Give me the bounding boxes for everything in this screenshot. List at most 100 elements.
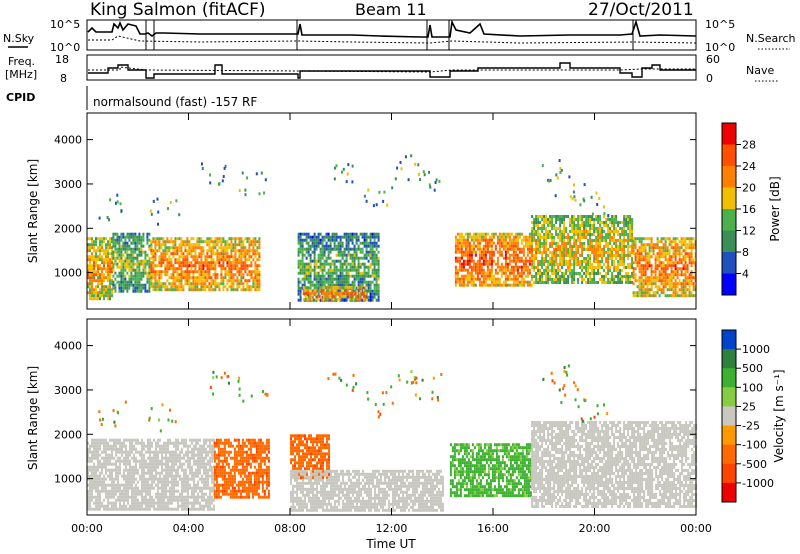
data-cell bbox=[315, 244, 318, 248]
data-cell bbox=[537, 230, 540, 233]
data-cell bbox=[136, 283, 139, 287]
data-cell bbox=[95, 486, 97, 490]
data-cell bbox=[97, 297, 99, 301]
data-cell bbox=[192, 273, 195, 277]
data-cell bbox=[128, 235, 131, 239]
data-cell bbox=[351, 232, 354, 236]
data-cell bbox=[688, 279, 691, 283]
data-cell bbox=[593, 218, 596, 221]
data-cell bbox=[115, 489, 117, 493]
data-cell bbox=[139, 477, 141, 481]
data-cell bbox=[494, 232, 497, 236]
data-cell bbox=[95, 504, 97, 508]
data-cell bbox=[377, 250, 380, 254]
data-cell bbox=[541, 272, 544, 275]
data-cell bbox=[547, 272, 550, 275]
data-cell bbox=[103, 465, 105, 469]
data-cell bbox=[355, 274, 358, 278]
data-cell bbox=[565, 260, 568, 263]
data-cell bbox=[113, 480, 115, 484]
data-cell bbox=[89, 270, 91, 274]
data-cell bbox=[672, 285, 675, 289]
data-cell bbox=[474, 283, 477, 287]
data-cell bbox=[674, 240, 677, 244]
data-cell bbox=[192, 255, 195, 259]
data-cell bbox=[214, 285, 217, 289]
data-cell bbox=[133, 498, 135, 502]
data-cell bbox=[182, 273, 185, 277]
data-cell bbox=[670, 246, 673, 250]
data-cell bbox=[541, 218, 544, 221]
data-cell bbox=[359, 232, 362, 236]
data-cell bbox=[315, 280, 318, 284]
data-cell bbox=[359, 250, 362, 254]
data-cell bbox=[256, 288, 259, 292]
data-cell bbox=[597, 242, 600, 245]
data-cell bbox=[514, 259, 517, 263]
data-cell bbox=[244, 270, 247, 274]
data-cell bbox=[121, 504, 123, 508]
data-cell bbox=[530, 283, 533, 287]
data-cell bbox=[625, 266, 628, 269]
data-cell bbox=[226, 279, 229, 283]
data-cell bbox=[617, 245, 620, 248]
data-cell bbox=[670, 243, 673, 247]
data-cell bbox=[313, 259, 316, 263]
data-cell bbox=[143, 453, 145, 457]
data-cell bbox=[535, 281, 538, 284]
data-cell bbox=[138, 280, 141, 284]
data-cell bbox=[194, 261, 197, 265]
data-cell bbox=[470, 253, 473, 257]
data-cell bbox=[317, 283, 320, 287]
data-cell bbox=[646, 267, 649, 271]
data-cell bbox=[634, 294, 637, 298]
data-cell bbox=[317, 274, 320, 278]
data-cell bbox=[541, 242, 544, 245]
data-cell bbox=[109, 483, 111, 487]
data-cell bbox=[232, 258, 235, 262]
data-cell bbox=[330, 294, 333, 298]
data-cell bbox=[115, 498, 117, 502]
data-cell bbox=[95, 438, 97, 442]
data-cell bbox=[349, 256, 352, 260]
data-cell bbox=[480, 262, 483, 266]
data-cell bbox=[664, 249, 667, 253]
data-cell bbox=[172, 270, 175, 274]
data-cell bbox=[242, 240, 245, 244]
data-cell bbox=[623, 227, 626, 230]
data-cell bbox=[248, 237, 251, 241]
data-cell bbox=[319, 277, 322, 281]
data-cell bbox=[365, 235, 368, 239]
data-cell bbox=[634, 240, 637, 244]
data-cell bbox=[123, 462, 125, 466]
data-cell bbox=[174, 279, 177, 283]
data-cell bbox=[188, 261, 191, 265]
data-cell bbox=[161, 465, 163, 469]
data-cell bbox=[551, 224, 554, 227]
data-cell bbox=[161, 480, 163, 484]
data-cell bbox=[124, 286, 127, 290]
data-cell bbox=[674, 270, 677, 274]
data-cell bbox=[206, 249, 209, 253]
data-cell bbox=[115, 438, 117, 442]
data-cell bbox=[500, 253, 503, 257]
data-cell bbox=[234, 240, 237, 244]
data-cell bbox=[118, 238, 121, 242]
data-cell bbox=[369, 253, 372, 257]
data-cell bbox=[623, 263, 626, 266]
data-cell bbox=[531, 230, 534, 233]
data-cell bbox=[565, 236, 568, 239]
data-cell bbox=[206, 267, 209, 271]
data-cell bbox=[640, 291, 643, 295]
data-cell bbox=[591, 251, 594, 254]
data-cell bbox=[644, 237, 647, 241]
data-cell bbox=[149, 498, 151, 502]
data-cell bbox=[317, 271, 320, 275]
data-cell bbox=[123, 456, 125, 460]
data-cell bbox=[89, 447, 91, 451]
data-cell bbox=[367, 265, 370, 269]
data-cell bbox=[303, 274, 306, 278]
data-cell bbox=[551, 257, 554, 260]
data-cell bbox=[105, 444, 107, 448]
data-cell bbox=[672, 252, 675, 256]
